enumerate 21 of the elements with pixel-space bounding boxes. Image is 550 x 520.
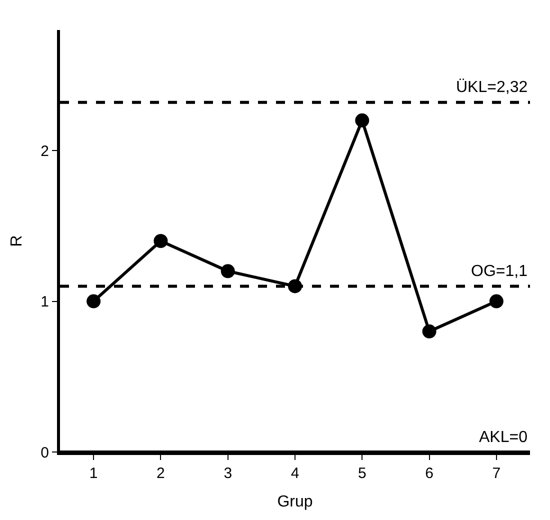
point — [220, 264, 235, 278]
ref-line-label: ÜKL=2,32 — [456, 78, 528, 96]
point — [489, 294, 504, 308]
y-tick-label: 0 — [40, 444, 49, 462]
x-tick-label: 3 — [224, 465, 232, 482]
x-tick-label: 6 — [425, 465, 434, 482]
point — [86, 294, 101, 308]
y-tick-label: 2 — [40, 142, 49, 160]
point — [355, 113, 370, 128]
ref-line-label: OG=1,1 — [471, 263, 528, 280]
x-tick-label: 1 — [89, 465, 98, 482]
y-tick-label: 1 — [40, 294, 49, 311]
x-axis-title: Grup — [277, 494, 313, 511]
point — [154, 234, 168, 248]
x-tick-label: 5 — [358, 465, 366, 482]
x-tick-label: 4 — [290, 465, 300, 482]
point — [422, 324, 436, 338]
x-tick-label: 7 — [492, 465, 501, 482]
x-tick-label: 2 — [156, 465, 165, 482]
ref-line-label: AKL=0 — [479, 429, 528, 446]
y-axis-title: R — [8, 235, 26, 247]
